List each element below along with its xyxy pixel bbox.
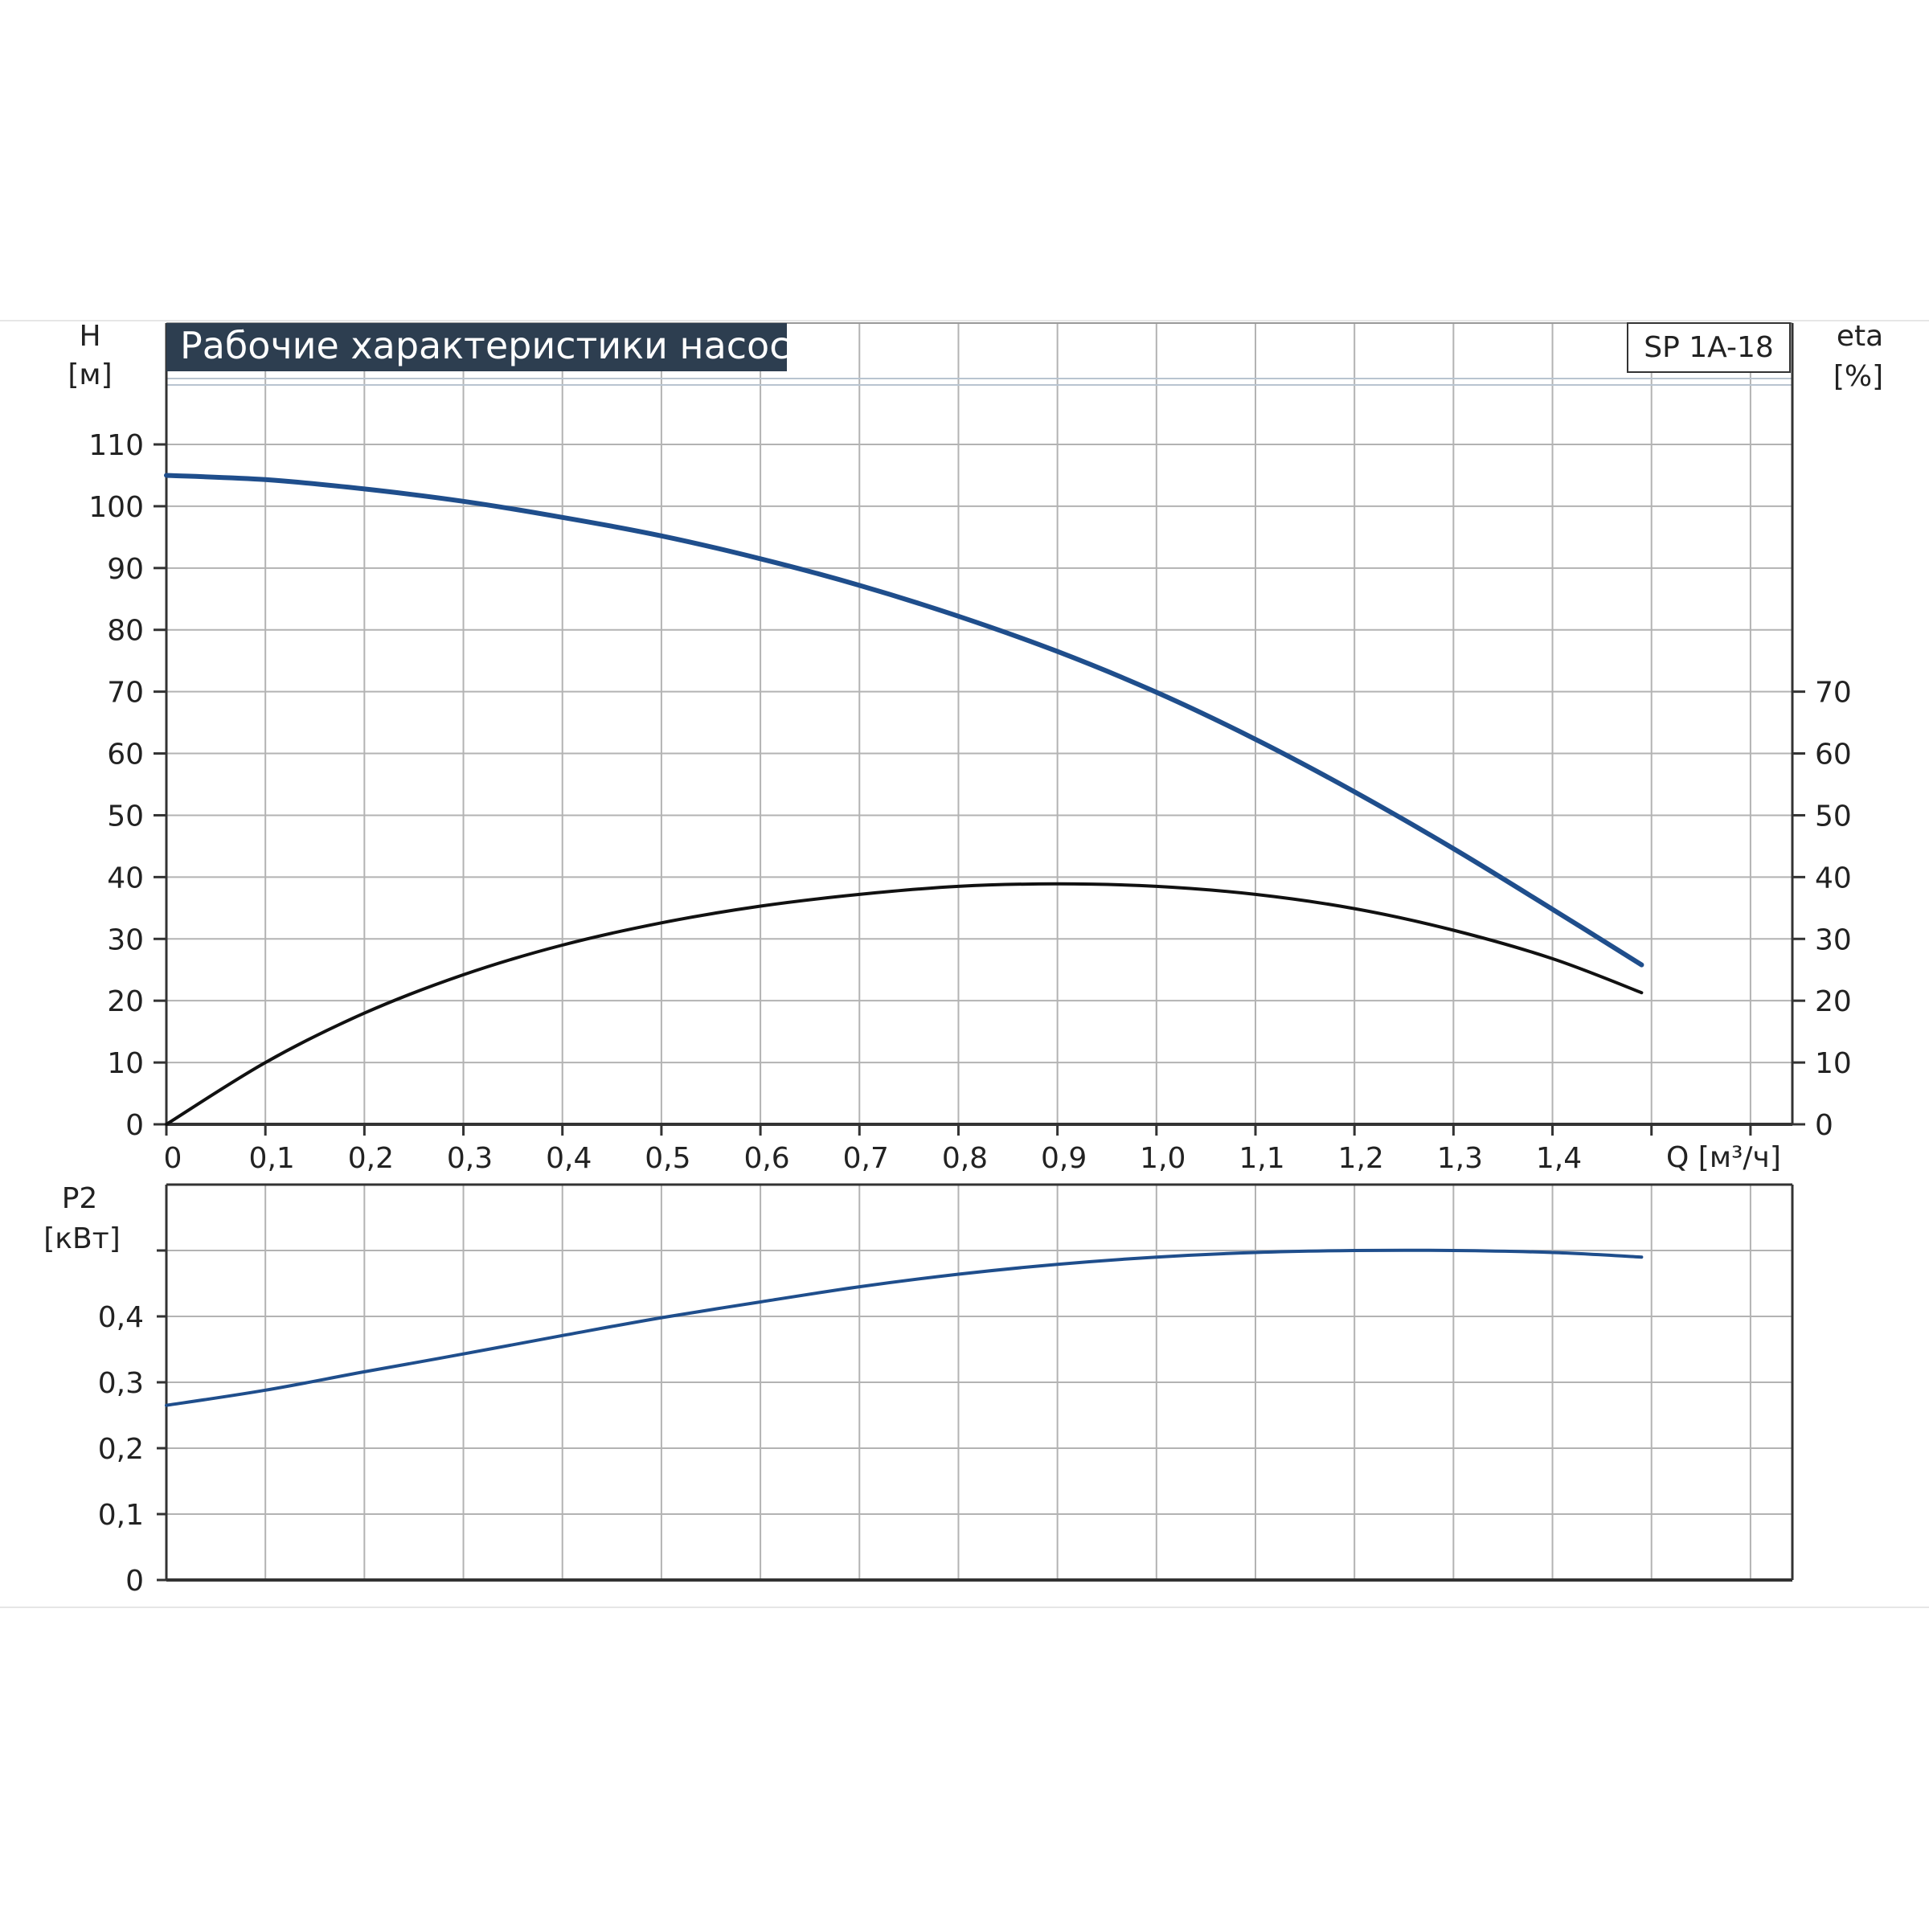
efficiency-tick-label: 0 <box>1815 1109 1833 1142</box>
power-tick-label: 0,1 <box>98 1499 144 1532</box>
head-chart-series <box>164 473 1644 1126</box>
head-chart-ticks: 0 10 20 30 40 50 60 70 80 90 100 110 0 10 20 30 40 50 60 70… <box>88 429 1852 1175</box>
head-tick-label: 100 <box>88 491 144 524</box>
flow-axis-label: Q [м³/ч] <box>1666 1141 1781 1174</box>
head-tick-label: 10 <box>107 1047 144 1080</box>
power-curve <box>165 1248 1644 1407</box>
head-tick-label: 20 <box>107 985 144 1018</box>
flow-tick-label: 0,6 <box>743 1142 789 1175</box>
head-tick-label: 40 <box>107 862 144 894</box>
head-tick-label: 70 <box>107 677 144 710</box>
head-tick-label: 50 <box>107 800 144 833</box>
flow-tick-label: 0,3 <box>447 1142 493 1175</box>
efficiency-tick-label: 50 <box>1815 800 1852 833</box>
head-tick-label: 90 <box>107 553 144 586</box>
flow-tick-label: 0,9 <box>1041 1142 1087 1175</box>
flow-tick-label: 1,2 <box>1338 1142 1384 1175</box>
head-tick-label: 0 <box>125 1109 144 1142</box>
power-tick-label: 0 <box>125 1565 144 1598</box>
efficiency-axis-label: eta <box>1837 320 1883 353</box>
flow-tick-label: 0,4 <box>546 1142 592 1175</box>
flow-tick-label: 0,8 <box>942 1142 988 1175</box>
chart-title-banner <box>166 323 787 371</box>
flow-tick-label: 1,0 <box>1140 1142 1186 1175</box>
head-axis-label: H <box>79 320 100 353</box>
efficiency-axis-unit: [%] <box>1833 360 1883 393</box>
power-tick-label: 0,3 <box>98 1367 144 1400</box>
head-curve <box>164 473 1644 968</box>
power-tick-label: 0,4 <box>98 1301 144 1334</box>
efficiency-tick-label: 40 <box>1815 862 1852 894</box>
power-chart-ticks: 0 0,1 0,2 0,3 0,4 <box>98 1249 166 1598</box>
power-tick-label: 0,2 <box>98 1433 144 1466</box>
flow-tick-label: 1,3 <box>1437 1142 1483 1175</box>
efficiency-tick-label: 10 <box>1815 1047 1852 1080</box>
flow-tick-label: 0,7 <box>843 1142 889 1175</box>
model-label-box <box>1627 322 1791 373</box>
model-label: SP 1A-18 <box>1644 331 1774 364</box>
flow-tick-label: 0,2 <box>348 1142 394 1175</box>
head-tick-label: 80 <box>107 615 144 648</box>
head-tick-label: 60 <box>107 739 144 772</box>
efficiency-tick-label: 60 <box>1815 739 1852 772</box>
head-chart-grid <box>166 323 1792 1124</box>
flow-tick-label: 0,5 <box>645 1142 690 1175</box>
efficiency-curve <box>165 882 1644 1126</box>
head-tick-label: 110 <box>88 429 144 462</box>
power-chart-series <box>165 1248 1644 1407</box>
power-axis-label: P2 <box>62 1182 98 1215</box>
flow-tick-label: 1,1 <box>1239 1142 1284 1175</box>
efficiency-tick-label: 70 <box>1815 677 1852 710</box>
power-chart-grid <box>166 1185 1792 1580</box>
flow-tick-label: 0 <box>164 1142 182 1175</box>
head-chart-frame <box>165 322 1794 1126</box>
chart-title: Рабочие характеристики насоса <box>180 324 813 367</box>
efficiency-tick-label: 30 <box>1815 923 1852 956</box>
flow-tick-label: 0,1 <box>249 1142 295 1175</box>
power-axis-unit: [кВт] <box>43 1222 121 1255</box>
efficiency-tick-label: 20 <box>1815 985 1852 1018</box>
head-axis-unit: [м] <box>68 358 112 391</box>
flow-tick-label: 1,4 <box>1536 1142 1582 1175</box>
head-tick-label: 30 <box>107 923 144 956</box>
